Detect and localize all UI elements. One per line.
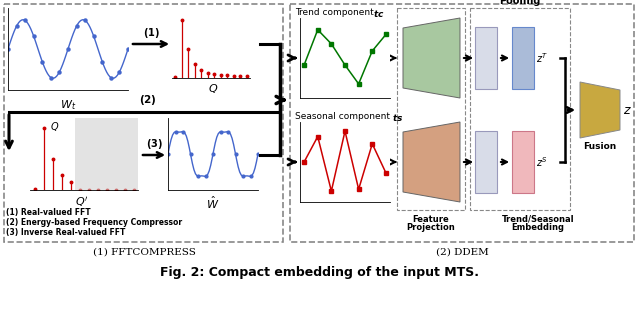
FancyBboxPatch shape [475, 131, 497, 193]
FancyBboxPatch shape [512, 131, 534, 193]
Text: Trend/Seasonal: Trend/Seasonal [502, 215, 574, 224]
Text: Fusion: Fusion [584, 142, 616, 151]
Text: $\mathbf{(2)}$: $\mathbf{(2)}$ [139, 93, 157, 107]
Text: (2) DDEM: (2) DDEM [436, 248, 488, 257]
Text: Q: Q [51, 122, 58, 132]
Text: Projection: Projection [406, 223, 456, 232]
Text: $z^T$: $z^T$ [536, 51, 548, 65]
Text: (2) Energy-based Frequency Compressor: (2) Energy-based Frequency Compressor [6, 218, 182, 227]
Text: $\mathbf{\mathit{z}}$: $\mathbf{\mathit{z}}$ [623, 104, 632, 116]
Text: $Q$: $Q$ [208, 82, 218, 95]
Text: Pooling: Pooling [499, 0, 541, 6]
Text: $Q'$: $Q'$ [76, 195, 89, 209]
Text: $\bfit{tc}$: $\bfit{tc}$ [373, 8, 385, 19]
Text: $\bfit{ts}$: $\bfit{ts}$ [392, 112, 403, 123]
Text: $\hat{W}$: $\hat{W}$ [206, 195, 220, 211]
Bar [75, 118, 143, 190]
Text: $\mathbf{(3)}$: $\mathbf{(3)}$ [145, 137, 163, 151]
Text: (1) Real-valued FFT: (1) Real-valued FFT [6, 208, 91, 217]
FancyBboxPatch shape [475, 27, 497, 89]
Text: (3) Inverse Real-valued FFT: (3) Inverse Real-valued FFT [6, 228, 125, 237]
Text: Trend component: Trend component [295, 8, 380, 17]
FancyBboxPatch shape [470, 8, 570, 210]
FancyBboxPatch shape [512, 27, 534, 89]
FancyBboxPatch shape [290, 4, 634, 242]
Text: Embedding: Embedding [511, 223, 564, 232]
Text: $z^S$: $z^S$ [536, 155, 548, 169]
Text: (1) FFTCOMPRESS: (1) FFTCOMPRESS [93, 248, 195, 257]
Text: Fig. 2: Compact embedding of the input MTS.: Fig. 2: Compact embedding of the input M… [161, 266, 479, 279]
Text: $W_t$: $W_t$ [60, 98, 76, 112]
Polygon shape [403, 122, 460, 202]
Text: Feature: Feature [413, 215, 449, 224]
Text: Seasonal component: Seasonal component [295, 112, 396, 121]
FancyBboxPatch shape [397, 8, 465, 210]
Polygon shape [580, 82, 620, 138]
Polygon shape [403, 18, 460, 98]
Text: $\mathbf{(1)}$: $\mathbf{(1)}$ [143, 26, 159, 40]
FancyBboxPatch shape [4, 4, 283, 242]
